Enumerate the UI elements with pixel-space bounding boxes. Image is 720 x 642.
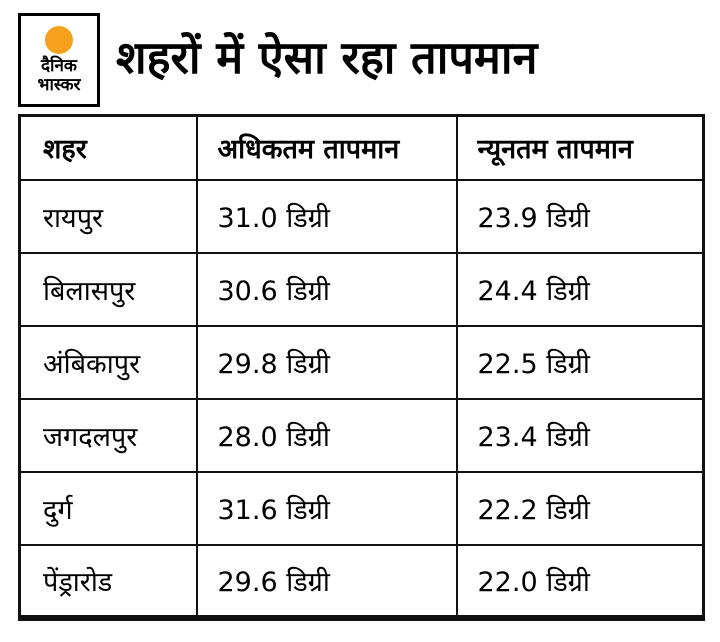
logo-text-line1: दैनिक (41, 56, 77, 77)
max-temp-cell: 29.8 डिग्री (195, 324, 458, 400)
table-header-row: शहर अधिकतम तापमान न्यूनतम तापमान (18, 114, 705, 181)
min-temp-cell: 24.4 डिग्री (455, 251, 705, 327)
city-cell: पेंड्रारोड (18, 543, 198, 619)
max-temp-cell: 29.6 डिग्री (195, 543, 458, 619)
col-header-min-temp: न्यूनतम तापमान (455, 114, 705, 181)
max-temp-cell: 31.0 डिग्री (195, 178, 458, 254)
dainik-bhaskar-logo: दैनिक भास्कर (18, 13, 100, 107)
max-temp-cell: 30.6 डिग्री (195, 251, 458, 327)
city-cell: बिलासपुर (18, 251, 198, 327)
min-temp-cell: 22.5 डिग्री (455, 324, 705, 400)
city-cell: दुर्ग (18, 470, 198, 546)
min-temp-cell: 22.0 डिग्री (455, 543, 705, 619)
table-row: रायपुर 31.0 डिग्री 23.9 डिग्री (18, 178, 705, 254)
min-temp-cell: 23.9 डिग्री (455, 178, 705, 254)
table-row: अंबिकापुर 29.8 डिग्री 22.5 डिग्री (18, 324, 705, 400)
table-row: जगदलपुर 28.0 डिग्री 23.4 डिग्री (18, 397, 705, 473)
masthead: दैनिक भास्कर शहरों में ऐसा रहा तापमान (18, 10, 702, 110)
max-temp-cell: 31.6 डिग्री (195, 470, 458, 546)
min-temp-cell: 22.2 डिग्री (455, 470, 705, 546)
city-cell: जगदलपुर (18, 397, 198, 473)
city-cell: रायपुर (18, 178, 198, 254)
table-row: पेंड्रारोड 29.6 डिग्री 22.0 डिग्री (18, 543, 705, 619)
page-title: शहरों में ऐसा रहा तापमान (116, 31, 538, 85)
table-row: बिलासपुर 30.6 डिग्री 24.4 डिग्री (18, 251, 705, 327)
min-temp-cell: 23.4 डिग्री (455, 397, 705, 473)
col-header-city: शहर (18, 114, 198, 181)
logo-text-line2: भास्कर (37, 74, 81, 95)
table-row: दुर्ग 31.6 डिग्री 22.2 डिग्री (18, 470, 705, 546)
col-header-max-temp: अधिकतम तापमान (195, 114, 458, 181)
temperature-table: शहर अधिकतम तापमान न्यूनतम तापमान रायपुर … (18, 114, 705, 621)
city-cell: अंबिकापुर (18, 324, 198, 400)
max-temp-cell: 28.0 डिग्री (195, 397, 458, 473)
sun-icon (45, 26, 73, 55)
